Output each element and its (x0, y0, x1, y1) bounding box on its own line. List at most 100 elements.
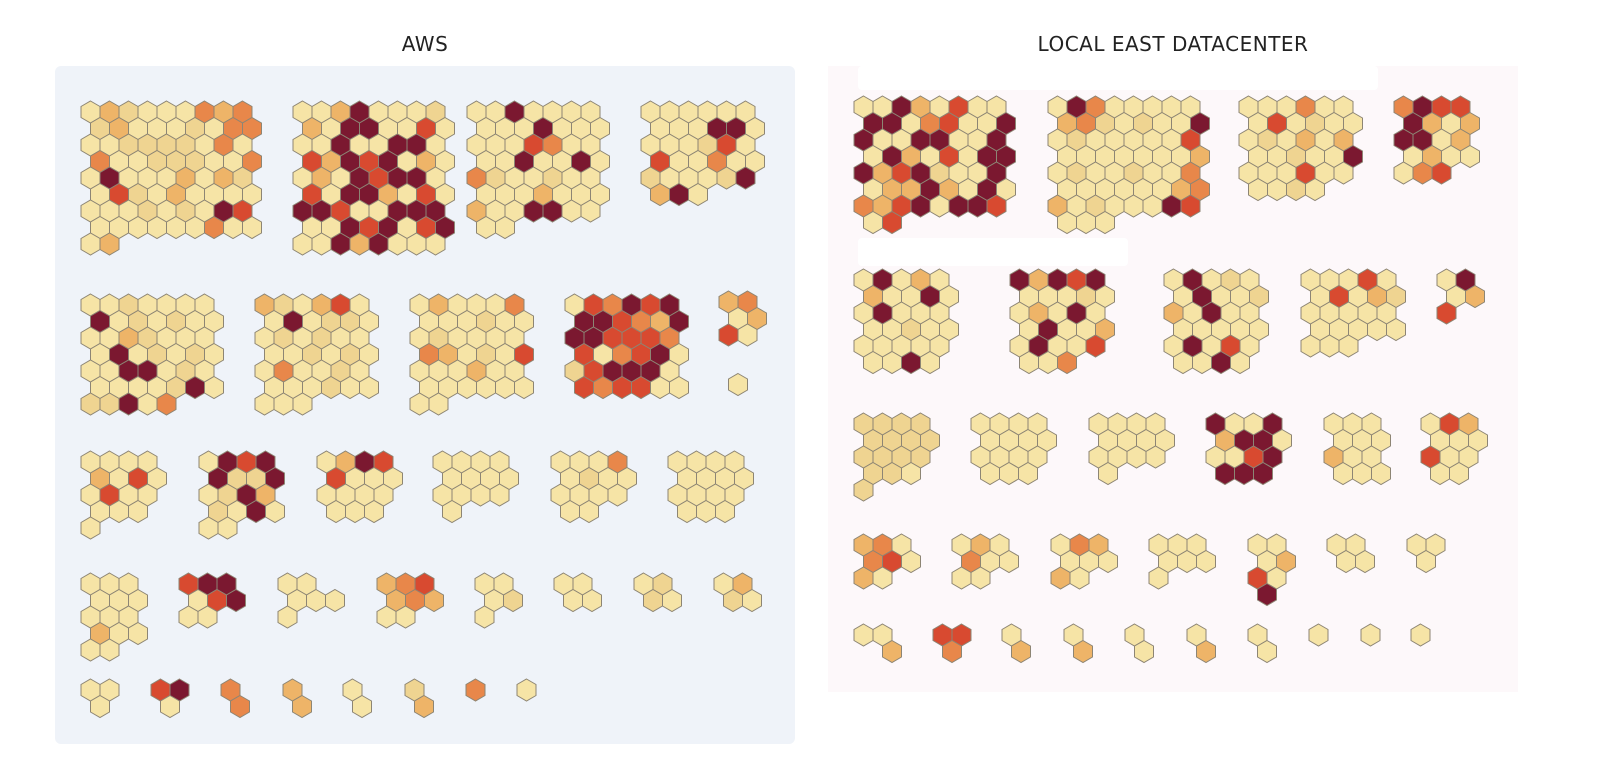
hex-cluster (292, 100, 455, 256)
hex-cell (128, 499, 148, 524)
hex-cluster (1420, 412, 1488, 486)
hex-cell (1230, 350, 1250, 375)
hex-cell (99, 232, 120, 256)
hex-cell (542, 199, 563, 223)
hex-cell (718, 323, 739, 347)
hex-cluster (1406, 533, 1446, 574)
hex-cell (321, 375, 341, 400)
hex-cell (80, 638, 101, 662)
hex-cluster (516, 678, 537, 702)
hex-cell (1248, 177, 1268, 202)
hex-cluster (1205, 412, 1292, 486)
hex-cell (560, 499, 580, 524)
hex-cell (474, 605, 495, 629)
hex-cluster (853, 623, 902, 664)
hex-cell (476, 215, 496, 240)
hex-cell (970, 566, 991, 590)
hex-cluster (553, 572, 602, 613)
hex-cell (929, 194, 950, 218)
hex-cell (1018, 461, 1038, 486)
hex-cell (631, 375, 651, 400)
hex-cell (242, 215, 262, 240)
hex-cell (406, 232, 427, 256)
hex-cell (1412, 161, 1433, 185)
hex-cell (1177, 549, 1197, 574)
hex-cell (1142, 194, 1163, 218)
hex-cell (980, 461, 1000, 486)
hex-cell (495, 375, 515, 400)
hex-cell (230, 694, 250, 719)
hex-cell (1145, 445, 1166, 469)
hex-cell (1465, 284, 1485, 309)
hex-cluster (1001, 623, 1031, 664)
hex-cluster (432, 450, 519, 524)
hex-cell (942, 639, 962, 664)
hex-cluster (1323, 412, 1391, 486)
hex-cell (1460, 144, 1480, 169)
hex-cell (364, 499, 384, 524)
hex-cell (951, 566, 972, 590)
hex-cell (863, 210, 883, 235)
hex-cell (579, 499, 599, 524)
hex-cell (204, 215, 224, 240)
hex-cluster (178, 572, 246, 629)
hex-cell (563, 588, 583, 613)
hex-cell (662, 588, 682, 613)
hex-cluster (80, 100, 262, 256)
hex-cluster (932, 623, 972, 664)
hex-cell (311, 232, 332, 256)
hex-cell (457, 375, 477, 400)
hex-cluster (1050, 533, 1118, 590)
hex-cell (99, 392, 120, 416)
hex-cell (137, 392, 158, 416)
hex-cell (109, 499, 129, 524)
hex-cell (669, 182, 689, 207)
hex-cell (582, 588, 602, 613)
hex-cell (292, 392, 313, 416)
hex-cell (696, 499, 716, 524)
hex-cluster (150, 678, 190, 719)
hex-cell (920, 350, 940, 375)
hex-cluster (713, 572, 762, 613)
hex-cell (901, 350, 921, 375)
hex-cluster (853, 268, 959, 375)
hex-cluster (404, 678, 434, 719)
hex-cluster (550, 450, 637, 524)
hex-cell (1305, 177, 1325, 202)
hex-cell (292, 694, 312, 719)
hex-cluster (80, 572, 148, 662)
hex-cell (1257, 582, 1277, 607)
blank-bar (858, 238, 1128, 266)
hex-cell (428, 392, 449, 416)
hex-cluster (277, 572, 345, 629)
hex-cell (1360, 623, 1381, 647)
hex-cluster (376, 572, 444, 629)
hex-cell (580, 199, 601, 223)
hex-cell (1430, 461, 1450, 486)
hex-cell (197, 605, 218, 629)
hex-cell (495, 215, 515, 240)
hex-cell (156, 392, 177, 416)
hex-cluster (853, 533, 921, 590)
hex-cluster (667, 450, 754, 524)
hex-cluster (1308, 623, 1329, 647)
hex-cell (376, 605, 397, 629)
hex-cell (442, 499, 462, 524)
hex-cluster (80, 450, 167, 540)
hex-cell (882, 461, 902, 486)
hex-cell (1338, 334, 1359, 358)
hex-cell (409, 392, 430, 416)
hex-cluster (342, 678, 372, 719)
hex-cell (352, 694, 372, 719)
hex-cell (1095, 210, 1115, 235)
hex-cell (80, 232, 101, 256)
hex-cell (128, 621, 148, 646)
hex-cluster (640, 100, 765, 207)
hex-cell (1410, 623, 1431, 647)
hex-cell (306, 588, 326, 613)
hex-cell (118, 392, 139, 416)
hex-cell (643, 588, 663, 613)
hex-cluster (1360, 623, 1381, 647)
hex-cell (489, 483, 510, 507)
hex-cell (1085, 334, 1106, 358)
